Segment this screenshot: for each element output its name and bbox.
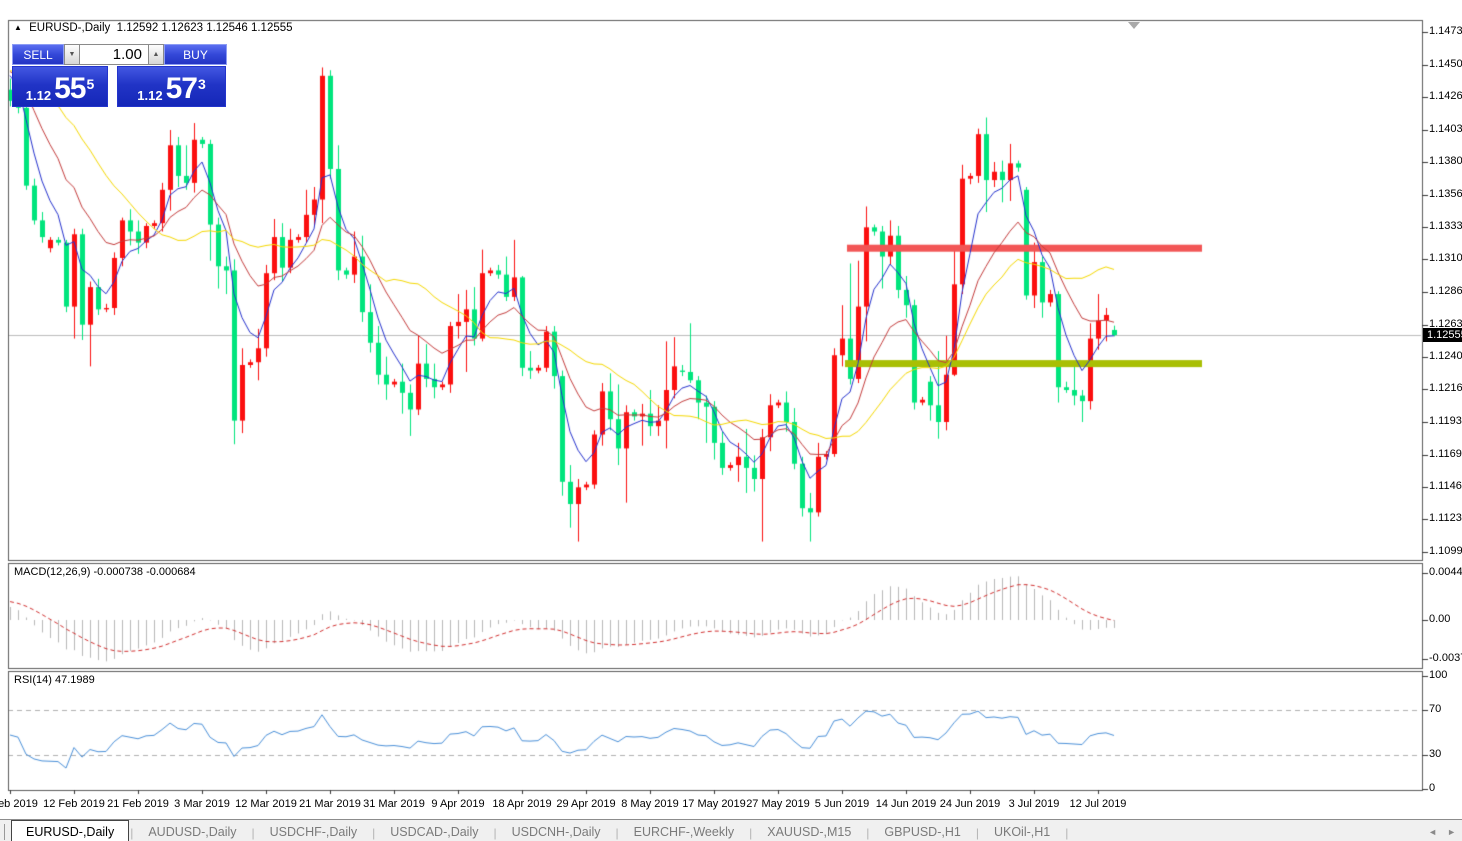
chart-tab-ukoil[interactable]: UKOil-,H1 xyxy=(993,825,1051,839)
date-axis-tick: 8 May 2019 xyxy=(621,798,679,810)
symbol-collapse-icon[interactable]: ▲ xyxy=(14,23,22,32)
tab-separator: | xyxy=(866,826,870,840)
one-click-trading-panel: SELL ▼ 1.00 ▲ BUY 1.12 55 5 1.12 57 3 xyxy=(12,44,227,107)
chart-tab-audusd[interactable]: AUDUSD-,Daily xyxy=(148,825,237,839)
price-axis-tick: 1.14735 xyxy=(1429,25,1462,37)
chart-tab-eurchf[interactable]: EURCHF-,Weekly xyxy=(633,825,735,839)
tab-scroll-right-icon[interactable]: ► xyxy=(1447,827,1456,837)
buy-price-prefix: 1.12 xyxy=(137,88,163,103)
price-axis-tick: 1.12165 xyxy=(1429,382,1462,395)
date-axis-tick: 24 Jun 2019 xyxy=(939,798,1001,810)
sell-price-main: 55 xyxy=(54,72,86,105)
buy-price-display[interactable]: 1.12 57 3 xyxy=(117,66,226,107)
date-axis-tick: 12 Feb 2019 xyxy=(43,798,105,810)
chart-tab-xauusd[interactable]: XAUUSD-,M15 xyxy=(767,825,852,839)
date-axis-tick: 18 Apr 2019 xyxy=(492,798,552,810)
sell-price-pip: 5 xyxy=(86,76,95,92)
price-axis-tick: 1.12400 xyxy=(1429,349,1462,362)
rsi-axis-tick: 30 xyxy=(1429,748,1442,761)
date-axis-tick: 17 May 2019 xyxy=(682,798,746,810)
volume-increase-button[interactable]: ▲ xyxy=(148,44,164,65)
price-axis-tick: 1.10995 xyxy=(1429,545,1462,557)
sell-price-prefix: 1.12 xyxy=(25,88,52,103)
rsi-indicator-label: RSI(14) 47.1989 xyxy=(14,674,95,686)
tab-separator: | xyxy=(615,826,619,840)
date-axis-tick: 3 Mar 2019 xyxy=(174,798,230,810)
buy-price-main: 57 xyxy=(165,72,198,105)
volume-input[interactable]: 1.00 xyxy=(80,44,148,65)
date-axis-tick: 29 Apr 2019 xyxy=(556,798,616,810)
sell-price-display[interactable]: 1.12 55 5 xyxy=(12,66,108,107)
price-axis-tick: 1.13330 xyxy=(1429,220,1462,233)
chart-shift-marker-icon[interactable] xyxy=(1128,22,1140,29)
macd-axis-tick: -0.003715 xyxy=(1429,652,1462,665)
date-axis-tick: 21 Mar 2019 xyxy=(299,798,361,810)
rsi-axis-tick: 0 xyxy=(1429,782,1436,794)
macd-axis-tick: 0.00 xyxy=(1429,613,1451,625)
price-axis-tick: 1.11465 xyxy=(1429,479,1462,492)
date-axis-tick: 12 Jul 2019 xyxy=(1069,798,1127,810)
chart-ohlc-values: 1.12592 1.12623 1.12546 1.12555 xyxy=(116,22,293,34)
macd-indicator-label: MACD(12,26,9) -0.000738 -0.000684 xyxy=(14,566,196,578)
date-axis-tick: 31 Mar 2019 xyxy=(363,798,425,810)
tab-bar-divider xyxy=(4,824,5,840)
chart-symbol: EURUSD-,Daily xyxy=(29,22,111,34)
price-axis-tick: 1.14265 xyxy=(1429,90,1462,103)
date-axis-tick: 3 Jul 2019 xyxy=(1008,798,1060,810)
rsi-axis-tick: 100 xyxy=(1429,669,1448,681)
tab-separator: | xyxy=(1065,826,1069,840)
chart-tab-usdcad[interactable]: USDCAD-,Daily xyxy=(390,825,479,839)
buy-button[interactable]: BUY xyxy=(164,44,227,65)
buy-price-pip: 3 xyxy=(197,76,206,92)
price-axis-tick: 1.12630 xyxy=(1429,317,1462,330)
date-axis-tick: 12 Mar 2019 xyxy=(235,798,297,810)
price-axis-tick: 1.14030 xyxy=(1429,123,1462,136)
chart-tab-eurusd[interactable]: EURUSD-,Daily xyxy=(11,820,130,841)
rsi-axis-tick: 70 xyxy=(1429,702,1442,715)
chart-tab-gbpusd[interactable]: GBPUSD-,H1 xyxy=(884,825,961,839)
tab-separator: | xyxy=(130,826,134,840)
chart-tab-usdcnh[interactable]: USDCNH-,Daily xyxy=(511,825,601,839)
price-axis-tick: 1.11930 xyxy=(1429,415,1462,427)
tab-separator: | xyxy=(975,826,979,840)
price-axis-tick: 1.11695 xyxy=(1429,447,1462,460)
tab-separator: | xyxy=(372,826,376,840)
tab-separator: | xyxy=(493,826,497,840)
date-axis-tick: 3 Feb 2019 xyxy=(0,798,38,810)
price-axis-tick: 1.14500 xyxy=(1429,57,1462,70)
volume-decrease-button[interactable]: ▼ xyxy=(64,44,80,65)
price-axis-tick: 1.11230 xyxy=(1429,512,1462,525)
date-axis-tick: 14 Jun 2019 xyxy=(875,798,937,810)
price-axis-tick: 1.13100 xyxy=(1429,252,1462,265)
tab-separator: | xyxy=(749,826,753,840)
macd-axis-tick: 0.004465 xyxy=(1429,566,1462,578)
price-axis-tick: 1.13800 xyxy=(1429,155,1462,167)
price-axis-tick: 1.13565 xyxy=(1429,187,1462,200)
chart-title: ▲ EURUSD-,Daily 1.12592 1.12623 1.12546 … xyxy=(14,22,293,34)
date-axis-tick: 21 Feb 2019 xyxy=(107,798,169,810)
date-axis-tick: 27 May 2019 xyxy=(746,798,810,810)
tab-scroll-left-icon[interactable]: ◄ xyxy=(1428,827,1438,837)
date-axis-tick: 9 Apr 2019 xyxy=(431,798,485,810)
chart-tab-bar: EURUSD-,Daily | AUDUSD-,Daily | USDCHF-,Dail… xyxy=(0,819,1462,841)
current-price-tag: 1.12555 xyxy=(1423,328,1462,343)
price-axis-tick: 1.12865 xyxy=(1429,285,1462,297)
tab-separator: | xyxy=(251,826,255,840)
chart-tab-usdchf[interactable]: USDCHF-,Daily xyxy=(269,825,358,839)
sell-button[interactable]: SELL xyxy=(12,44,64,65)
date-axis-tick: 5 Jun 2019 xyxy=(814,798,870,810)
